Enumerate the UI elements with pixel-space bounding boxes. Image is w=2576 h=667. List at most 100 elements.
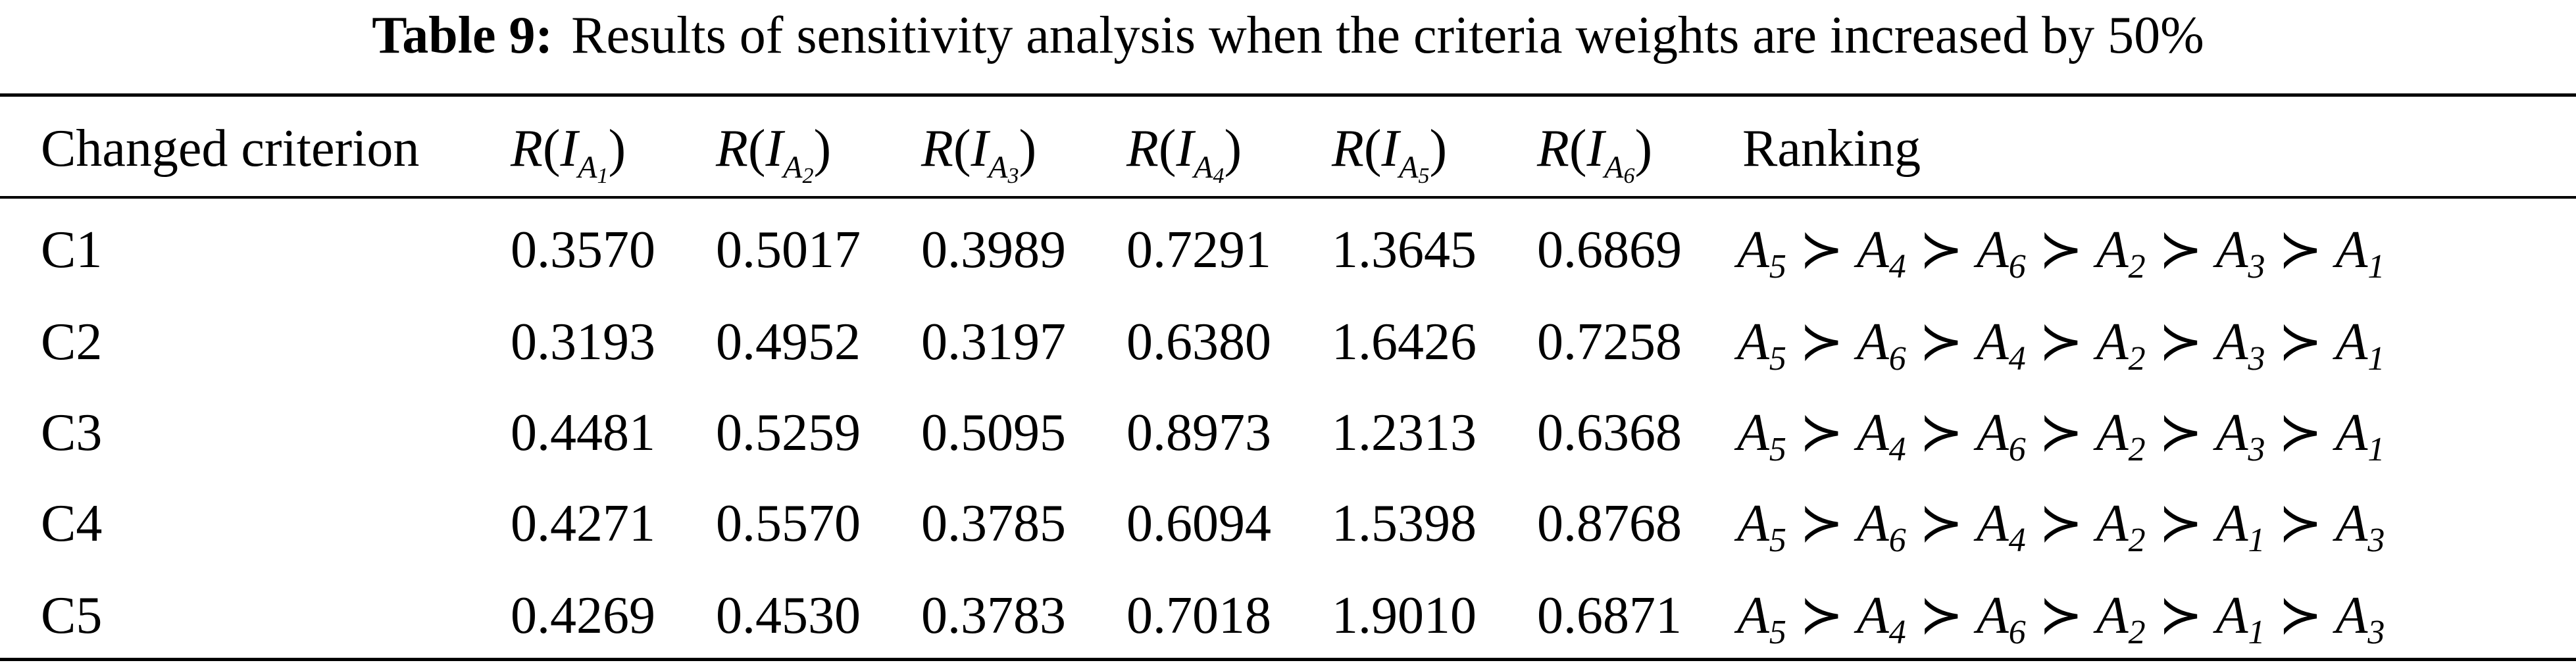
ranking-alternative-index: 3 [2248,248,2265,285]
ranking-alternative: A1 [2335,313,2385,378]
ranking-alternative-index: 6 [2008,248,2026,285]
header-r-sub-letter: A5 [1399,150,1430,188]
ranking-alternative-index: 2 [2128,431,2146,468]
ranking-alternative: A3 [2215,221,2265,285]
row-value: 0.4530 [716,587,861,645]
ranking-alternative: A3 [2335,495,2385,559]
ranking-alternative-index: 3 [2248,340,2265,378]
row-value: 0.4952 [716,313,861,371]
header-r-paren-close: ) [608,120,626,178]
header-rule [0,196,2576,199]
header-r-paren-open: ( [747,120,766,178]
header-r-prefix: R [716,120,748,178]
ranking-succ-symbol: ≻ [1799,313,1844,371]
ranking-alternative-index: 5 [1769,614,1786,651]
row-value: 0.3193 [511,313,655,371]
header-r-i: I [1381,120,1400,178]
bottom-rule [0,658,2576,661]
ranking-succ-symbol: ≻ [2278,313,2323,371]
ranking-alternative: A5 [1737,404,1786,468]
ranking-alternative-index: 5 [1769,522,1786,559]
header-r-paren-close: ) [1429,120,1448,178]
ranking-alternative-index: 4 [1888,248,1906,285]
row-value: 0.7291 [1126,221,1271,279]
ranking-alternative: A1 [2335,404,2385,468]
ranking-alternative-index: 1 [2367,340,2385,378]
ranking-alternative-index: 4 [1888,614,1906,651]
ranking-succ-symbol: ≻ [1919,495,1963,553]
ranking-alternative-index: 6 [1888,522,1906,559]
header-r-col-1: R(IA1) [511,116,626,188]
row-value: 0.3989 [921,221,1066,279]
ranking-succ-symbol: ≻ [2278,221,2323,279]
row-criterion: C5 [41,587,103,645]
row-value: 0.3785 [921,495,1066,553]
row-criterion: C3 [41,404,103,462]
row-value: 0.5017 [716,221,861,279]
ranking-succ-symbol: ≻ [2038,404,2083,462]
ranking-succ-symbol: ≻ [2278,587,2323,645]
ranking-alternative-index: 5 [1769,248,1786,285]
header-r-sub-letter: A3 [988,150,1019,188]
header-r-sub-index: 4 [1213,164,1225,188]
row-criterion: C4 [41,495,103,553]
header-r-paren-close: ) [1019,120,1037,178]
ranking-alternative: A2 [2096,221,2146,285]
ranking-alternative: A6 [1856,495,1906,559]
header-ranking: Ranking [1742,120,1921,178]
ranking-alternative: A1 [2215,495,2265,559]
ranking-alternative-index: 3 [2248,431,2265,468]
ranking-alternative: A5 [1737,313,1786,378]
ranking-alternative: A3 [2335,587,2385,651]
ranking-succ-symbol: ≻ [1799,587,1844,645]
header-r-paren-open: ( [1569,120,1587,178]
header-r-sub-letter: A4 [1194,150,1225,188]
header-r-sub-letter: A1 [578,150,609,188]
ranking-alternative: A6 [1976,587,2026,651]
ranking-succ-symbol: ≻ [2038,221,2083,279]
ranking-alternative: A4 [1856,221,1906,285]
header-r-col-6: R(IA6) [1537,116,1652,187]
row-value: 1.2313 [1332,404,1477,462]
ranking-succ-symbol: ≻ [1919,313,1963,371]
ranking-succ-symbol: ≻ [1799,221,1844,279]
table-caption: Table 9: Results of sensitivity analysis … [0,3,2576,68]
header-r-paren-open: ( [542,120,561,178]
header-r-i: I [1586,120,1605,178]
ranking-alternative-index: 1 [2367,248,2385,285]
header-r-prefix: R [1332,120,1364,178]
row-criterion: C1 [41,221,103,279]
row-value: 0.6380 [1126,313,1271,371]
row-value: 0.6094 [1126,495,1271,553]
ranking-alternative-index: 6 [1888,340,1906,378]
row-ranking: A5 ≻ A4 ≻ A6 ≻ A2 ≻ A1 ≻ A3 [1737,583,2385,651]
ranking-succ-symbol: ≻ [1799,404,1844,462]
ranking-alternative: A5 [1737,587,1786,651]
ranking-alternative-index: 4 [2008,522,2026,559]
header-r-col-4: R(IA4) [1126,116,1242,188]
row-value: 0.8768 [1537,495,1682,553]
ranking-alternative: A4 [1976,495,2026,559]
ranking-alternative: A2 [2096,313,2146,378]
ranking-alternative-index: 1 [2248,522,2265,559]
header-r-col-5: R(IA5) [1332,116,1448,188]
ranking-alternative: A4 [1976,313,2026,378]
ranking-succ-symbol: ≻ [2278,404,2323,462]
header-r-sub-index: 2 [802,164,814,188]
header-r-paren-open: ( [953,120,971,178]
ranking-alternative-index: 2 [2128,340,2146,378]
row-ranking: A5 ≻ A4 ≻ A6 ≻ A2 ≻ A3 ≻ A1 [1737,400,2385,468]
ranking-succ-symbol: ≻ [2158,495,2203,553]
ranking-succ-symbol: ≻ [2038,587,2083,645]
header-r-paren-close: ) [1224,120,1242,178]
row-value: 1.3645 [1332,221,1477,279]
ranking-alternative-index: 5 [1769,431,1786,468]
header-r-prefix: R [511,120,543,178]
row-value: 0.4269 [511,587,655,645]
ranking-alternative: A6 [1976,404,2026,468]
ranking-alternative-index: 5 [1769,340,1786,378]
ranking-succ-symbol: ≻ [2038,313,2083,371]
ranking-succ-symbol: ≻ [2278,495,2323,553]
row-ranking: A5 ≻ A6 ≻ A4 ≻ A2 ≻ A1 ≻ A3 [1737,491,2385,559]
ranking-alternative-index: 1 [2248,614,2265,651]
